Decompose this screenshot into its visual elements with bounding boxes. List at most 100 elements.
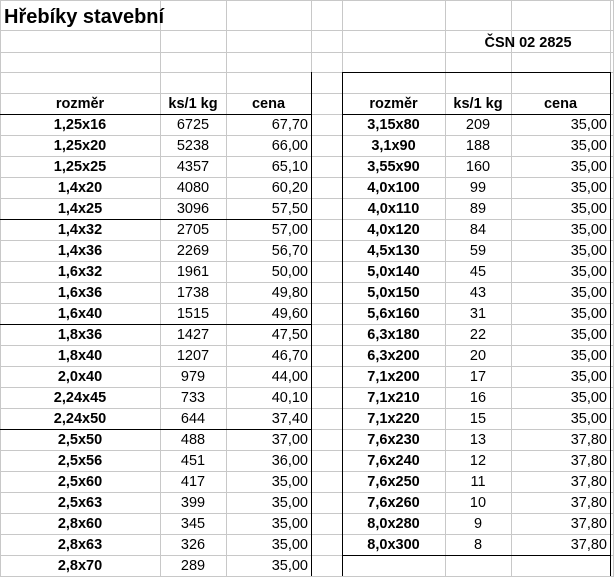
right-size-cell[interactable]: 7,6x230 [367,431,420,448]
left-pcs-cell[interactable]: 644 [180,410,206,427]
right-size-cell[interactable]: 4,0x120 [367,221,420,238]
left-size-cell[interactable]: 1,8x40 [57,347,103,364]
left-pcs-cell[interactable]: 488 [180,431,206,448]
right-price-cell[interactable]: 35,00 [570,410,607,427]
left-price-cell[interactable]: 65,10 [271,158,308,175]
left-size-cell[interactable]: 2,0x40 [57,368,103,385]
right-price-cell[interactable]: 35,00 [570,368,607,385]
left-size-cell[interactable]: 1,4x25 [57,200,103,217]
sheet-title[interactable]: Hřebíky stavební [4,5,165,28]
right-price-cell[interactable]: 35,00 [570,305,607,322]
right-size-cell[interactable]: 3,1x90 [371,137,416,154]
left-price-cell[interactable]: 35,00 [271,515,308,532]
left-price-cell[interactable]: 37,00 [271,431,308,448]
right-size-cell[interactable]: 7,6x240 [367,452,420,469]
left-pcs-cell[interactable]: 1427 [176,326,210,343]
right-size-cell[interactable]: 6,3x180 [367,326,420,343]
left-pcs-cell[interactable]: 2269 [176,242,210,259]
right-pcs-cell[interactable]: 17 [469,368,487,385]
left-pcs-cell[interactable]: 733 [180,389,206,406]
left-price-cell[interactable]: 47,50 [271,326,308,343]
left-price-cell[interactable]: 66,00 [271,137,308,154]
left-header-size[interactable]: rozměr [55,95,105,112]
left-pcs-cell[interactable]: 1738 [176,284,210,301]
left-size-cell[interactable]: 1,4x36 [57,242,103,259]
right-price-cell[interactable]: 35,00 [570,116,607,133]
right-price-cell[interactable]: 35,00 [570,200,607,217]
left-price-cell[interactable]: 35,00 [271,473,308,490]
right-size-cell[interactable]: 3,15x80 [367,116,420,133]
right-size-cell[interactable]: 4,0x110 [367,200,420,217]
left-size-cell[interactable]: 2,24x45 [53,389,107,406]
right-size-cell[interactable]: 5,0x150 [367,284,420,301]
left-size-cell[interactable]: 2,5x63 [57,494,103,511]
right-price-cell[interactable]: 35,00 [570,389,607,406]
left-price-cell[interactable]: 44,00 [271,368,308,385]
right-size-cell[interactable]: 5,0x140 [367,263,420,280]
right-price-cell[interactable]: 37,80 [570,536,607,553]
right-pcs-cell[interactable]: 31 [469,305,487,322]
right-pcs-cell[interactable]: 89 [469,200,487,217]
right-size-cell[interactable]: 7,6x250 [367,473,420,490]
left-header-price[interactable]: cena [251,95,286,112]
right-size-cell[interactable]: 6,3x200 [367,347,420,364]
right-price-cell[interactable]: 35,00 [570,221,607,238]
left-size-cell[interactable]: 2,24x50 [53,410,107,427]
right-price-cell[interactable]: 35,00 [570,263,607,280]
right-pcs-cell[interactable]: 9 [473,515,483,532]
left-size-cell[interactable]: 2,8x63 [57,536,103,553]
left-size-cell[interactable]: 2,5x50 [57,431,103,448]
left-size-cell[interactable]: 1,6x40 [57,305,103,322]
right-header-size[interactable]: rozměr [369,95,418,112]
left-size-cell[interactable]: 2,8x70 [57,557,103,574]
left-pcs-cell[interactable]: 979 [180,368,206,385]
right-price-cell[interactable]: 37,80 [570,452,607,469]
left-price-cell[interactable]: 56,70 [271,242,308,259]
right-size-cell[interactable]: 8,0x280 [367,515,420,532]
left-price-cell[interactable]: 49,80 [271,284,308,301]
left-size-cell[interactable]: 1,6x36 [57,284,103,301]
right-size-cell[interactable]: 4,5x130 [367,242,420,259]
right-pcs-cell[interactable]: 8 [473,536,483,553]
right-price-cell[interactable]: 35,00 [570,326,607,343]
right-price-cell[interactable]: 35,00 [570,158,607,175]
right-pcs-cell[interactable]: 188 [465,137,491,154]
right-pcs-cell[interactable]: 22 [469,326,487,343]
left-pcs-cell[interactable]: 5238 [176,137,210,154]
right-pcs-cell[interactable]: 16 [469,389,487,406]
right-pcs-cell[interactable]: 209 [465,116,491,133]
left-size-cell[interactable]: 1,25x25 [53,158,107,175]
right-pcs-cell[interactable]: 84 [469,221,487,238]
right-pcs-cell[interactable]: 99 [469,179,487,196]
right-price-cell[interactable]: 35,00 [570,179,607,196]
right-size-cell[interactable]: 7,6x260 [367,494,420,511]
left-price-cell[interactable]: 67,70 [271,116,308,133]
right-pcs-cell[interactable]: 15 [469,410,487,427]
left-size-cell[interactable]: 1,4x20 [57,179,103,196]
right-pcs-cell[interactable]: 20 [469,347,487,364]
right-price-cell[interactable]: 37,80 [570,473,607,490]
left-pcs-cell[interactable]: 399 [180,494,206,511]
left-header-pcs[interactable]: ks/1 kg [168,95,218,112]
left-price-cell[interactable]: 35,00 [271,494,308,511]
right-size-cell[interactable]: 8,0x300 [367,536,420,553]
left-pcs-cell[interactable]: 1961 [176,263,210,280]
right-price-cell[interactable]: 37,80 [570,431,607,448]
right-pcs-cell[interactable]: 43 [469,284,487,301]
right-pcs-cell[interactable]: 12 [469,452,487,469]
left-size-cell[interactable]: 2,5x56 [57,452,103,469]
left-pcs-cell[interactable]: 417 [180,473,206,490]
right-pcs-cell[interactable]: 160 [465,158,491,175]
left-pcs-cell[interactable]: 1207 [176,347,210,364]
left-pcs-cell[interactable]: 3096 [176,200,210,217]
right-price-cell[interactable]: 35,00 [570,347,607,364]
right-pcs-cell[interactable]: 45 [469,263,487,280]
left-size-cell[interactable]: 2,5x60 [57,473,103,490]
left-pcs-cell[interactable]: 2705 [176,221,210,238]
left-price-cell[interactable]: 46,70 [271,347,308,364]
right-size-cell[interactable]: 7,1x210 [367,389,420,406]
left-price-cell[interactable]: 40,10 [271,389,308,406]
left-price-cell[interactable]: 35,00 [271,536,308,553]
left-size-cell[interactable]: 1,25x20 [53,137,107,154]
right-pcs-cell[interactable]: 10 [469,494,487,511]
